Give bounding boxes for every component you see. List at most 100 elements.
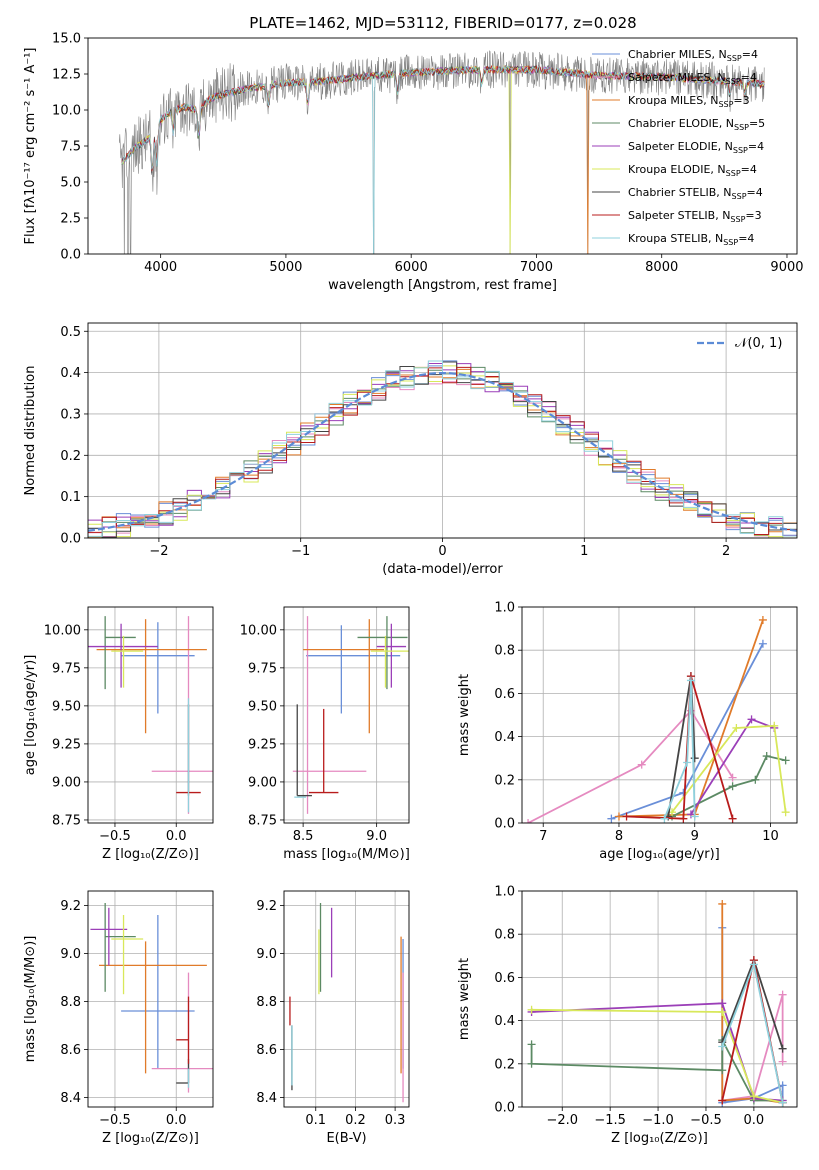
plot-area — [527, 899, 787, 1107]
y-axis-label: mass [log₁₀(M/M⊙)] — [23, 936, 38, 1063]
weight-marker — [778, 990, 787, 999]
weight-marker — [690, 812, 699, 821]
model-spectrum-kroupa-stelib — [121, 65, 765, 254]
x-tick-label: 1 — [580, 544, 588, 559]
legend-entry: Kroupa MILES, NSSP=3 — [628, 94, 750, 109]
y-tick-label: 8.75 — [52, 813, 81, 828]
x-axis-label: mass [log₁₀(M/M⊙)] — [283, 847, 410, 862]
y-tick-label: 0.5 — [60, 325, 81, 340]
weight-marker — [524, 819, 533, 823]
axes-frame — [87, 37, 798, 255]
x-tick-label: 9 — [691, 829, 699, 844]
legend-subscript: SSP — [732, 192, 747, 201]
y-tick-label: 8.4 — [256, 1091, 277, 1106]
weight-marker — [747, 715, 756, 724]
plot-area — [88, 360, 797, 538]
legend-subscript: SSP — [718, 100, 733, 109]
weight-marker — [718, 899, 727, 908]
x-tick-label: 0.1 — [305, 1113, 326, 1128]
weight-marker — [732, 723, 741, 732]
y-tick-label: 0.1 — [60, 490, 81, 505]
axes-frame — [87, 890, 214, 1108]
y-axis-label: age [log₁₀(age/yr)] — [23, 655, 38, 776]
panel-mass_weight_vs_age: 7 8 9 10 0.0 0.2 0.4 0.6 0.8 1.0 age [log₁₀(age/yr… — [457, 601, 798, 862]
weight-line-kroupa-stelib — [663, 680, 696, 820]
y-tick-label: 10.0 — [52, 104, 81, 119]
axes-frame — [521, 890, 798, 1108]
weight-marker — [614, 812, 623, 821]
x-tick-label: −0.5 — [99, 1113, 131, 1128]
legend-subscript: SSP — [726, 169, 741, 178]
weight-marker — [718, 999, 727, 1008]
weight-marker — [683, 758, 692, 767]
weight-line-chabrier-miles — [721, 927, 784, 1104]
legend-subscript: SSP — [723, 238, 738, 247]
y-tick-label: 8.75 — [248, 813, 277, 828]
y-tick-label: 8.8 — [256, 995, 277, 1010]
y-axis-label: mass weight — [457, 674, 472, 756]
weight-marker — [718, 1066, 727, 1075]
y-tick-label: 10.00 — [44, 623, 81, 638]
y-tick-label: 12.5 — [52, 68, 81, 83]
weight-marker — [637, 760, 646, 769]
y-tick-label: 8.6 — [256, 1043, 277, 1058]
y-tick-label: 0.0 — [60, 248, 81, 263]
x-axis-label: wavelength [Angstrom, rest frame] — [328, 278, 557, 293]
axes-frame — [521, 606, 798, 824]
panel-spectrum: 4000 5000 6000 7000 8000 9000 0.0 2.5 5.0 7.5 10.0… — [23, 32, 804, 294]
legend-tail: =3 — [733, 94, 749, 107]
x-tick-label: −0.5 — [690, 1113, 722, 1128]
legend-subscript: SSP — [733, 146, 748, 155]
legend-tail: =5 — [749, 117, 765, 130]
weight-marker — [781, 756, 790, 765]
y-tick-label: 9.0 — [60, 947, 81, 962]
weight-marker — [686, 676, 695, 685]
y-tick-label: 0.2 — [60, 449, 81, 464]
axes-frame — [283, 890, 410, 1108]
y-tick-label: 0.2 — [494, 773, 515, 788]
panel-age_vs_Z: −0.5 0.0 8.75 9.00 9.25 9.50 9.75 10.00 Z [log₁₀… — [23, 606, 214, 862]
weight-marker — [718, 1042, 727, 1051]
legend-tail: =4 — [742, 48, 758, 61]
legend-text: Chabrier STELIB, N — [628, 186, 732, 199]
weight-line-salpeter-miles — [527, 709, 734, 823]
x-tick-label: −1 — [291, 544, 310, 559]
normal-pdf-line — [88, 371, 797, 532]
y-tick-label: 0.6 — [494, 971, 515, 986]
x-tick-label: 9000 — [770, 260, 803, 275]
x-axis-label: age [log₁₀(age/yr)] — [599, 847, 720, 862]
weight-marker — [762, 752, 771, 761]
weight-marker — [778, 1098, 787, 1107]
x-axis-label: Z [log₁₀(Z/Z⊙)] — [102, 1131, 199, 1146]
panel-residuals: −2 −1 0 1 2 0.0 0.1 0.2 0.3 0.4 0.5 (data-model)/er… — [23, 322, 798, 577]
x-tick-label: 8 — [615, 829, 623, 844]
weight-line-kroupa-elodie — [671, 724, 787, 813]
weight-marker — [781, 808, 790, 817]
legend-entry: Salpeter MILES, NSSP=4 — [628, 71, 757, 86]
legend-text: Kroupa ELODIE, N — [628, 163, 726, 176]
panel-mass_vs_Z: −0.5 0.0 8.4 8.6 8.8 9.0 9.2 Z [log₁₀(Z/Z⊙)] mas… — [23, 890, 214, 1146]
legend-entry: Chabrier ELODIE, NSSP=5 — [628, 117, 765, 132]
y-tick-label: 9.2 — [256, 899, 277, 914]
legend-tail: =4 — [738, 232, 754, 245]
legend-tail: =4 — [741, 71, 757, 84]
y-tick-label: 9.75 — [52, 661, 81, 676]
y-tick-label: 8.6 — [60, 1043, 81, 1058]
y-tick-label: 9.75 — [248, 661, 277, 676]
weight-marker — [527, 1005, 536, 1014]
legend-entry: Kroupa STELIB, NSSP=4 — [628, 232, 754, 247]
y-tick-label: 9.0 — [256, 947, 277, 962]
x-tick-label: 5000 — [269, 260, 302, 275]
y-tick-label: 0.4 — [494, 1014, 515, 1029]
weight-marker — [758, 639, 767, 648]
x-tick-label: 8000 — [645, 260, 678, 275]
x-tick-label: −1.0 — [642, 1113, 674, 1128]
y-tick-label: 0.6 — [494, 687, 515, 702]
legend-tail: =4 — [741, 163, 757, 176]
x-tick-label: 7 — [539, 829, 547, 844]
plot-area — [292, 616, 409, 814]
weight-marker — [690, 754, 699, 763]
y-tick-label: 9.2 — [60, 899, 81, 914]
y-tick-label: 1.0 — [494, 601, 515, 616]
